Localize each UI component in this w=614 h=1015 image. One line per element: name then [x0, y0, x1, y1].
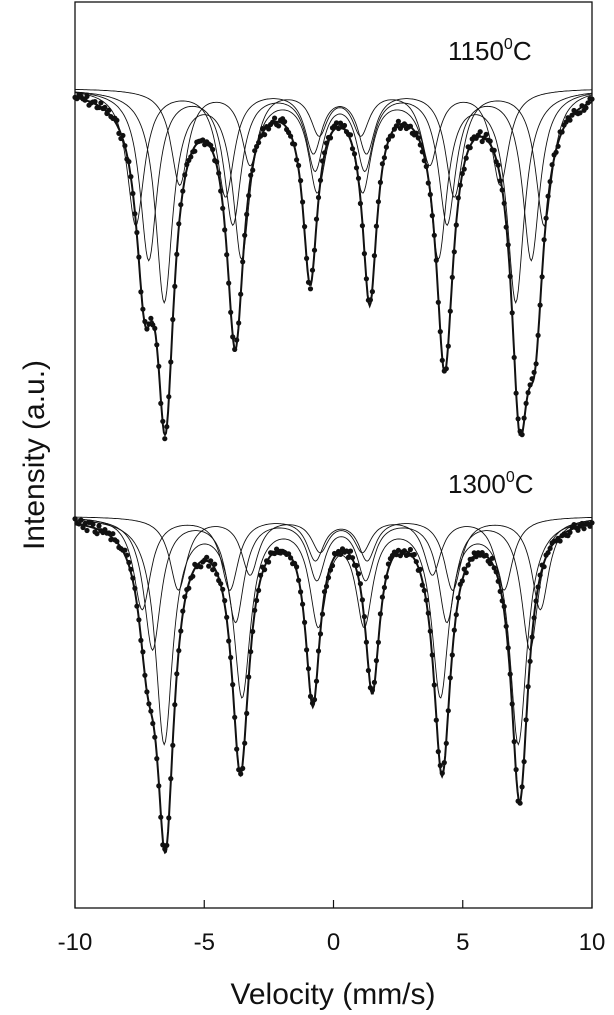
data-point	[110, 531, 116, 537]
data-point	[333, 120, 340, 126]
data-point	[90, 521, 96, 528]
fit-line-1300	[74, 522, 593, 855]
panel-label-1300: 13000C	[448, 469, 534, 499]
panel-label-1150: 11500C	[448, 36, 532, 66]
subspectrum-line-3	[74, 518, 593, 611]
data-point	[477, 129, 483, 135]
subspectrum-line-4	[75, 516, 593, 591]
subspectrum-line-4	[74, 88, 592, 187]
data-point	[575, 527, 581, 533]
data-point	[337, 120, 344, 126]
data-point	[276, 123, 282, 129]
data-point	[341, 122, 348, 129]
fit-line-1150	[74, 96, 593, 437]
data-point	[557, 538, 563, 544]
data-point	[84, 527, 90, 534]
spectrum-panel-1300: 13000C	[72, 469, 595, 855]
data-point	[94, 531, 100, 537]
data-point	[206, 563, 212, 569]
data-point	[347, 548, 354, 554]
data-point	[483, 131, 489, 137]
x-tick-label: 5	[456, 929, 469, 956]
y-axis-title: Intensity (a.u.)	[18, 360, 51, 550]
data-point	[589, 96, 595, 102]
data-point	[198, 564, 204, 570]
x-tick-label: 0	[327, 929, 340, 956]
x-tick-label: -10	[58, 929, 93, 956]
data-point	[307, 286, 314, 292]
subspectra-1150	[74, 88, 593, 305]
subspectrum-line-3	[74, 92, 593, 227]
subspectrum-line-2	[74, 91, 593, 262]
data-point	[577, 110, 583, 116]
subspectrum-line-2	[75, 518, 593, 652]
x-axis-ticks: -10 -5 0 5 10	[58, 900, 606, 956]
data-point	[84, 93, 90, 99]
data-point	[581, 526, 587, 532]
spectrum-panel-1150: 11500C	[72, 36, 595, 442]
data-point	[96, 523, 102, 529]
data-point	[78, 517, 84, 523]
data-point	[162, 436, 168, 442]
x-tick-label: -5	[194, 929, 215, 956]
x-tick-label: 10	[579, 929, 606, 956]
data-point	[204, 554, 210, 560]
x-axis-title: Velocity (mm/s)	[230, 978, 435, 1011]
data-point	[148, 315, 154, 321]
data-point	[407, 546, 413, 553]
data-point	[98, 100, 104, 106]
data-point	[72, 516, 78, 522]
data-point	[272, 115, 278, 121]
data-point	[395, 118, 401, 124]
